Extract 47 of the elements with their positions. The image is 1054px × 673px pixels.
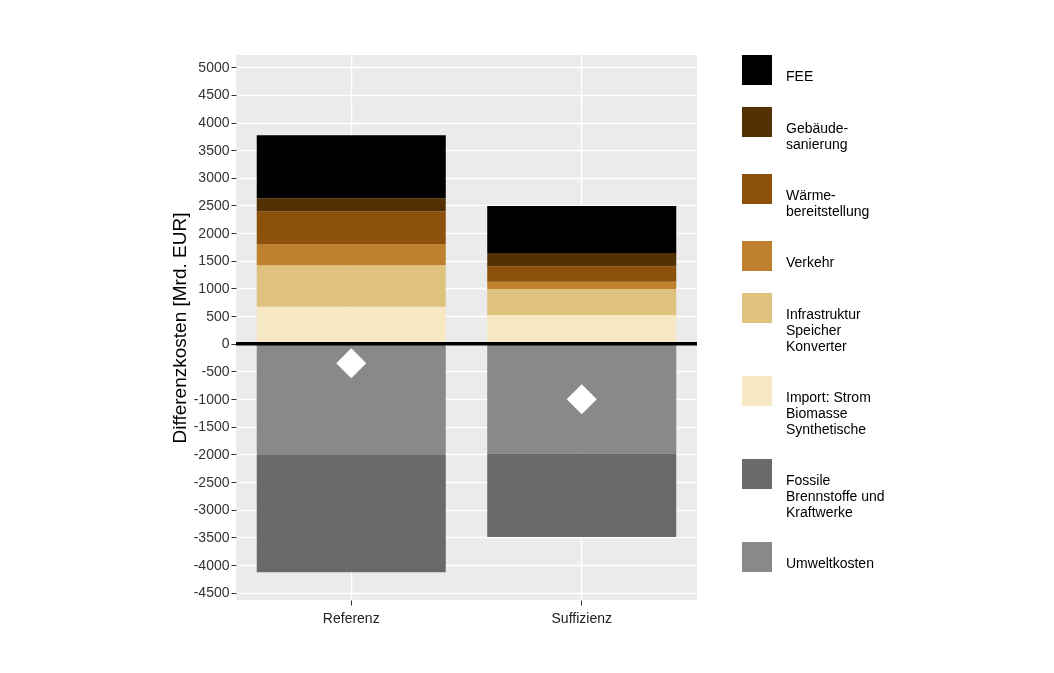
- y-tick-label: -500: [201, 362, 230, 379]
- legend-label: Wärme- bereitstellung: [786, 187, 870, 219]
- bar: [256, 244, 446, 266]
- legend-label: FEE: [786, 68, 814, 84]
- bar: [256, 265, 446, 307]
- bar: [487, 206, 677, 254]
- bar: [256, 343, 446, 456]
- legend-label: Gebäude- sanierung: [786, 120, 849, 152]
- legend-label: Infrastruktur Speicher Konverter: [786, 306, 862, 354]
- y-tick-label: 2500: [198, 197, 230, 213]
- y-axis-title: Differenzkosten [Mrd. EUR]: [168, 212, 190, 444]
- y-tick-label: -3000: [193, 501, 230, 518]
- legend-label: Umweltkosten: [786, 555, 874, 571]
- y-tick-label: -4500: [193, 584, 230, 601]
- y-tick-label: 2000: [198, 224, 230, 241]
- y-tick-label: 3500: [198, 141, 230, 158]
- y-tick-label: 5000: [198, 58, 230, 75]
- bar: [487, 289, 677, 316]
- y-tick-label: 1500: [198, 252, 230, 269]
- x-tick-label: Suffizienz: [551, 609, 612, 626]
- y-tick-label: -2500: [193, 473, 230, 490]
- bar: [256, 455, 446, 573]
- bar: [256, 306, 446, 344]
- bar: [487, 343, 677, 454]
- y-tick-label: -1500: [193, 418, 230, 435]
- y-tick-label: -1000: [193, 390, 230, 407]
- y-tick-label: 500: [206, 307, 230, 324]
- y-tick-label: 4000: [198, 114, 230, 130]
- bar: [256, 198, 446, 212]
- y-tick-label: -2000: [193, 445, 230, 462]
- y-tick-label: 0: [221, 335, 230, 352]
- bar: [487, 253, 677, 267]
- y-tick-label: 1000: [198, 279, 230, 296]
- bar: [487, 315, 677, 344]
- legend-label: Fossile Brennstoffe und Kraftwerke: [786, 472, 885, 520]
- bar: [256, 135, 446, 199]
- bar: [487, 281, 677, 290]
- legend-label: Verkehr: [786, 254, 835, 270]
- y-tick-label: 3000: [198, 169, 230, 186]
- y-tick-label: -3500: [193, 528, 230, 545]
- legend-label: Import: Strom Biomasse Synthetische: [786, 389, 871, 437]
- bar: [256, 211, 446, 245]
- x-tick-label: Referenz: [322, 609, 380, 626]
- y-tick-label: -4000: [193, 556, 230, 573]
- y-tick-label: 4500: [198, 86, 230, 103]
- bar: [487, 266, 677, 282]
- bar: [487, 453, 677, 537]
